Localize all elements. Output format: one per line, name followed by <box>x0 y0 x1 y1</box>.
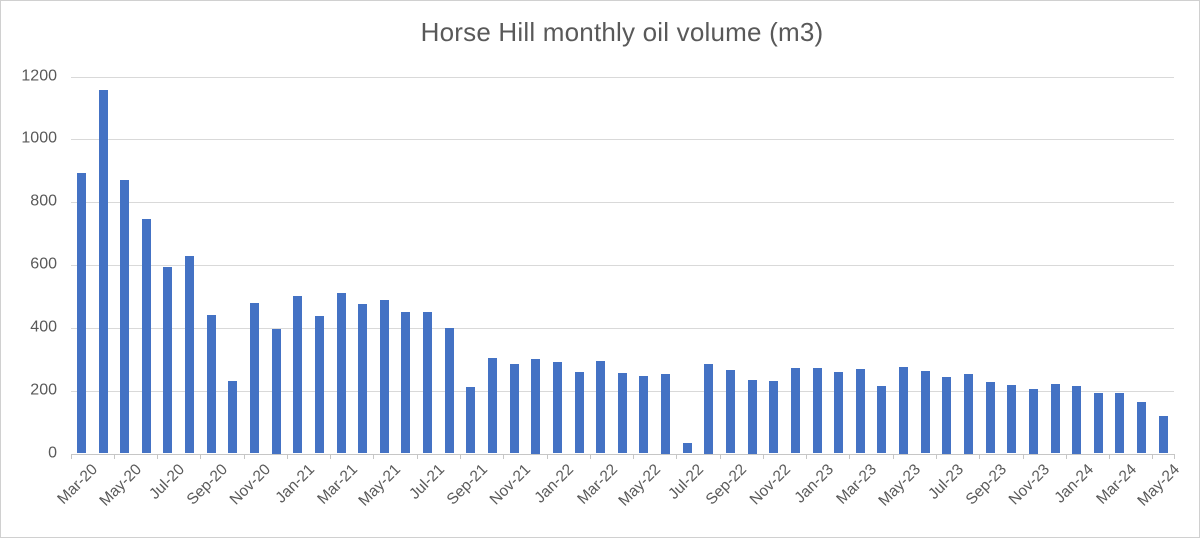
x-axis-tick <box>676 453 678 459</box>
x-axis-tick <box>633 453 635 459</box>
x-axis-tick <box>1152 453 1154 459</box>
bar <box>704 364 714 454</box>
bar <box>682 443 692 454</box>
bar <box>1072 386 1082 454</box>
x-axis-tick <box>157 453 158 459</box>
bar <box>271 328 281 454</box>
x-axis-tick <box>762 453 764 459</box>
bar <box>617 373 627 454</box>
bar <box>314 315 324 454</box>
x-axis-tick <box>1065 453 1067 459</box>
gridline <box>70 327 1174 329</box>
x-axis-tick <box>416 453 418 459</box>
bar <box>1007 384 1017 454</box>
bar <box>401 312 411 454</box>
bar <box>725 369 735 454</box>
bar <box>336 292 346 454</box>
x-axis-tick <box>1022 453 1024 459</box>
gridline <box>70 265 1174 266</box>
chart-title: Horse Hill monthly oil volume (m3) <box>420 17 824 47</box>
bar <box>1050 383 1060 454</box>
x-axis-tick <box>979 453 981 459</box>
bar <box>639 375 649 454</box>
bar <box>812 368 822 454</box>
bar <box>509 364 519 454</box>
x-axis-tick <box>546 453 548 459</box>
bar <box>596 360 606 454</box>
bar <box>531 359 541 454</box>
bar <box>985 381 995 454</box>
y-axis-label: 1000 <box>21 129 57 147</box>
bar <box>141 219 151 454</box>
bar <box>834 372 844 454</box>
bar <box>228 381 238 454</box>
bar <box>249 303 259 454</box>
x-axis-tick <box>849 453 851 459</box>
y-axis-label: 800 <box>30 192 57 210</box>
x-axis-tick <box>286 453 288 459</box>
bar <box>790 368 800 454</box>
x-axis-tick <box>503 453 505 459</box>
x-axis-tick <box>373 453 375 459</box>
bar <box>747 380 757 454</box>
bar <box>920 370 930 454</box>
x-axis-tick <box>1174 453 1175 459</box>
gridline <box>70 202 1174 204</box>
x-axis-tick <box>200 453 202 459</box>
bar <box>487 357 497 454</box>
bar <box>163 266 173 454</box>
x-axis-tick <box>70 453 72 459</box>
bar <box>293 296 303 454</box>
bar <box>1158 416 1168 454</box>
y-axis-label: 400 <box>30 318 57 336</box>
bar <box>466 387 476 454</box>
x-axis-tick <box>243 453 245 459</box>
x-axis-tick <box>1109 453 1111 459</box>
bar <box>1137 402 1146 454</box>
x-axis-tick <box>892 453 894 459</box>
bar <box>552 361 562 454</box>
bar <box>379 299 389 454</box>
bar <box>185 255 194 454</box>
bar <box>1028 388 1038 454</box>
bar <box>877 385 887 454</box>
x-axis-tick <box>460 453 461 459</box>
x-axis-tick <box>936 453 937 459</box>
bar <box>1093 393 1103 454</box>
x-axis-tick <box>719 453 721 459</box>
x-axis-tick <box>806 453 808 459</box>
bar <box>1115 392 1125 454</box>
bar <box>963 374 973 454</box>
x-axis-tick <box>330 453 332 459</box>
bar <box>358 303 368 454</box>
bar <box>899 366 908 454</box>
gridline <box>70 76 1174 78</box>
y-axis-label: 600 <box>30 255 57 273</box>
x-axis-tick <box>589 453 591 459</box>
bar <box>120 180 130 454</box>
bar <box>444 328 454 454</box>
bar <box>855 368 865 454</box>
y-axis-label: 200 <box>30 380 57 398</box>
y-axis-label: 0 <box>48 443 57 461</box>
bar <box>769 380 779 454</box>
bar <box>574 372 584 454</box>
gridline <box>70 139 1174 141</box>
bar <box>423 312 432 454</box>
bar <box>661 374 670 454</box>
bar <box>206 314 216 454</box>
y-axis-label: 1200 <box>21 66 57 84</box>
x-axis-tick <box>113 453 115 459</box>
bar <box>942 376 952 454</box>
bar <box>98 89 108 454</box>
x-axis-line <box>70 453 1174 455</box>
bar <box>76 173 86 454</box>
